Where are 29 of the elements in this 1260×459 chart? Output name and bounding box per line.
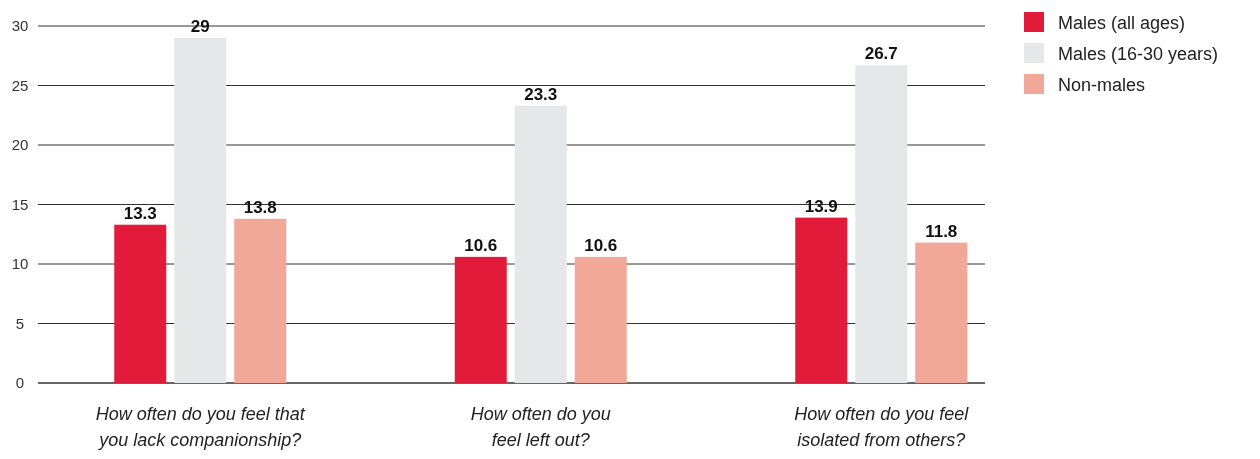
bar	[454, 256, 507, 383]
data-label: 10.6	[464, 235, 498, 255]
y-tick-label: 10	[11, 255, 29, 272]
bar	[855, 65, 908, 383]
y-tick-label: 30	[11, 17, 29, 34]
y-tick-label: 25	[11, 76, 29, 94]
data-label: 11.8	[925, 221, 958, 241]
data-label: 13.3	[123, 203, 157, 223]
data-label: 29	[190, 16, 210, 36]
bar	[795, 217, 848, 383]
data-label: 23.3	[524, 84, 558, 104]
legend-label: Males (all ages)	[1058, 13, 1186, 33]
data-label: 10.6	[584, 235, 618, 255]
legend-label: Non-males	[1058, 75, 1146, 95]
x-tick-label: How often do you feel left out?	[470, 404, 611, 450]
y-tick-label: 0	[15, 374, 25, 391]
bar	[915, 242, 968, 383]
bar	[514, 105, 567, 383]
data-label: 26.7	[864, 44, 898, 64]
bar	[574, 256, 627, 383]
legend-label: Males (16-30 years)	[1058, 44, 1219, 64]
y-tick-label: 15	[11, 195, 29, 213]
y-tick-label: 20	[11, 136, 29, 153]
y-tick-label: 5	[15, 314, 25, 332]
bar	[234, 218, 287, 383]
bar	[174, 37, 227, 383]
bar	[114, 224, 167, 383]
x-tick-label: How often do you feel isolated from others?	[794, 404, 970, 450]
x-tick-label: How often do you feel that you lack companionship?	[95, 404, 306, 450]
